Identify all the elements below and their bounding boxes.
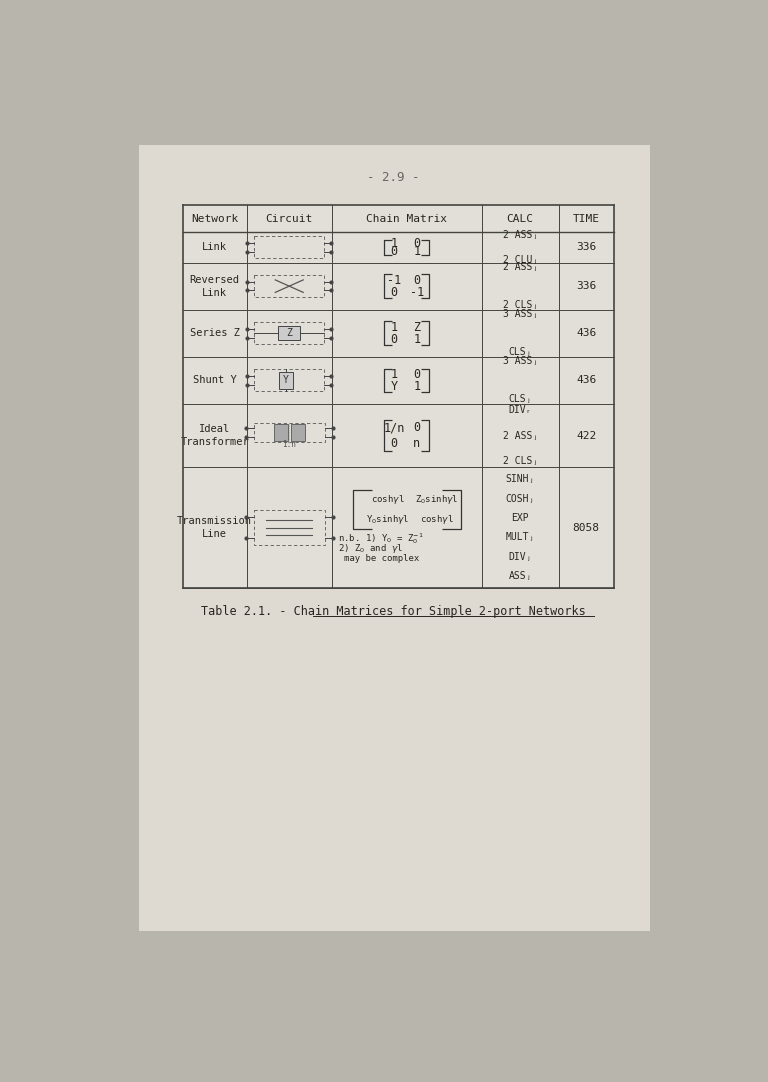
Text: 0: 0 xyxy=(413,237,420,250)
Text: Ideal
Transformer: Ideal Transformer xyxy=(180,424,249,447)
Text: CALC: CALC xyxy=(507,213,534,224)
Text: Shunt Y: Shunt Y xyxy=(193,375,237,385)
Text: 1: 1 xyxy=(391,321,398,334)
Bar xyxy=(253,511,325,545)
Bar xyxy=(273,424,288,441)
Text: may be complex: may be complex xyxy=(344,554,419,563)
Text: n: n xyxy=(413,437,420,450)
Text: 0: 0 xyxy=(413,368,420,381)
Text: MULTⱼ: MULTⱼ xyxy=(505,532,535,542)
Text: 0: 0 xyxy=(413,421,420,434)
Bar xyxy=(183,206,614,588)
Text: Y: Y xyxy=(283,375,289,385)
Text: 2 ASSⱼ: 2 ASSⱼ xyxy=(502,431,538,440)
Bar xyxy=(139,145,650,931)
Text: 3 ASSⱼ: 3 ASSⱼ xyxy=(502,309,538,319)
Text: SINHⱼ: SINHⱼ xyxy=(505,474,535,485)
Text: 2 ASSⱼ: 2 ASSⱼ xyxy=(502,262,538,273)
Text: n.b. 1) Y$_0$ = Z$_0^{-1}$: n.b. 1) Y$_0$ = Z$_0^{-1}$ xyxy=(338,530,424,545)
Text: 2 CLSⱼ: 2 CLSⱼ xyxy=(502,456,538,466)
Text: Circuit: Circuit xyxy=(266,213,313,224)
Text: TIME: TIME xyxy=(573,213,600,224)
Text: 1:n: 1:n xyxy=(283,440,296,449)
Bar xyxy=(254,275,324,296)
Text: CLSⱼ: CLSⱼ xyxy=(508,394,532,404)
Text: 3 ASSⱼ: 3 ASSⱼ xyxy=(502,356,538,367)
Text: DIVᵣ: DIVᵣ xyxy=(508,405,532,415)
Text: COSHⱼ: COSHⱼ xyxy=(505,493,535,503)
Text: 336: 336 xyxy=(576,242,596,252)
Text: 1: 1 xyxy=(413,245,420,258)
Text: 2 ASSⱼ: 2 ASSⱼ xyxy=(502,230,538,240)
Text: cosh$\gamma$l: cosh$\gamma$l xyxy=(419,513,453,526)
Bar xyxy=(279,372,293,388)
Text: Z: Z xyxy=(413,321,420,334)
Text: Transmission
Line: Transmission Line xyxy=(177,516,252,539)
Text: cosh$\gamma$l: cosh$\gamma$l xyxy=(371,493,404,506)
Text: 436: 436 xyxy=(576,375,596,385)
Text: - 2.9 -: - 2.9 - xyxy=(367,171,420,184)
Text: 2 CLUⱼ: 2 CLUⱼ xyxy=(502,254,538,264)
Text: DIVⱼ: DIVⱼ xyxy=(508,552,532,562)
Text: Y: Y xyxy=(391,380,398,393)
Text: 336: 336 xyxy=(576,281,596,291)
Text: 2 CLSⱼ: 2 CLSⱼ xyxy=(502,300,538,309)
Bar xyxy=(278,327,300,340)
Text: -1: -1 xyxy=(409,286,424,299)
Text: 422: 422 xyxy=(576,431,596,440)
Text: CLSⱼ: CLSⱼ xyxy=(508,347,532,357)
Text: 8058: 8058 xyxy=(573,523,600,532)
Text: Z$_0$sinh$\gamma$l: Z$_0$sinh$\gamma$l xyxy=(415,493,458,506)
Text: 1: 1 xyxy=(391,368,398,381)
Text: 436: 436 xyxy=(576,328,596,339)
Text: 1: 1 xyxy=(391,237,398,250)
Text: Network: Network xyxy=(191,213,238,224)
Bar xyxy=(254,237,324,258)
Text: Y$_0$sinh$\gamma$l: Y$_0$sinh$\gamma$l xyxy=(366,513,409,526)
Bar xyxy=(254,369,324,391)
Text: 1: 1 xyxy=(413,380,420,393)
Text: 0: 0 xyxy=(391,332,398,345)
Text: 0: 0 xyxy=(391,437,398,450)
Text: Link: Link xyxy=(202,242,227,252)
Text: Table 2.1. - Chain Matrices for Simple 2-port Networks: Table 2.1. - Chain Matrices for Simple 2… xyxy=(201,605,586,618)
Text: 1/n: 1/n xyxy=(383,421,405,434)
Text: 1: 1 xyxy=(413,332,420,345)
Text: Reversed
Link: Reversed Link xyxy=(190,275,240,298)
Text: EXP: EXP xyxy=(511,513,529,523)
Text: 0: 0 xyxy=(391,286,398,299)
Bar xyxy=(254,322,324,344)
Text: 2) Z$_0$ and $\gamma$l: 2) Z$_0$ and $\gamma$l xyxy=(338,542,403,555)
Text: 0: 0 xyxy=(391,245,398,258)
Text: 0: 0 xyxy=(413,274,420,287)
Text: -1: -1 xyxy=(387,274,402,287)
Text: Series Z: Series Z xyxy=(190,328,240,339)
Text: Chain Matrix: Chain Matrix xyxy=(366,213,448,224)
Bar xyxy=(253,423,325,443)
Text: ASSⱼ: ASSⱼ xyxy=(508,571,532,581)
Bar xyxy=(291,424,305,441)
Text: Z: Z xyxy=(286,328,292,339)
